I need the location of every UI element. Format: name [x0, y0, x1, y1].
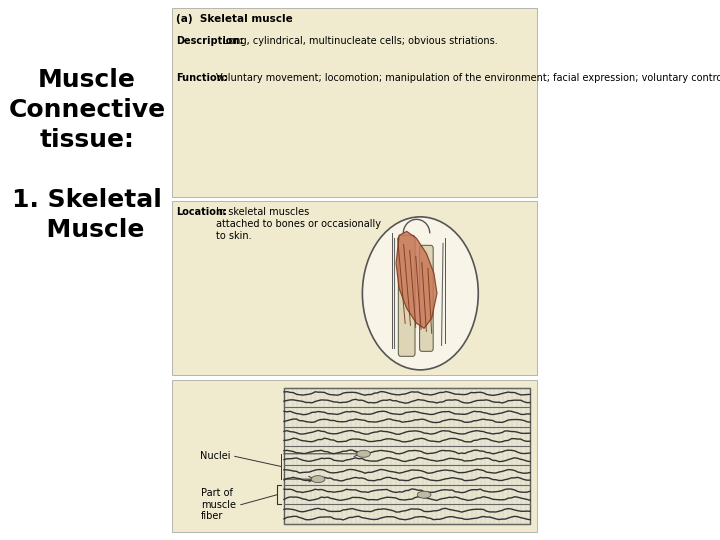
- Text: Description:: Description:: [176, 36, 243, 46]
- Polygon shape: [396, 231, 437, 328]
- FancyBboxPatch shape: [284, 388, 530, 524]
- FancyBboxPatch shape: [172, 201, 537, 375]
- Circle shape: [362, 217, 478, 370]
- Text: In skeletal muscles
attached to bones or occasionally
to skin.: In skeletal muscles attached to bones or…: [217, 207, 382, 241]
- FancyBboxPatch shape: [398, 235, 415, 356]
- Text: tissue:: tissue:: [40, 128, 135, 152]
- FancyBboxPatch shape: [172, 8, 537, 197]
- Text: Nuclei: Nuclei: [200, 451, 231, 461]
- Text: Location:: Location:: [176, 207, 228, 218]
- Text: Muscle: Muscle: [30, 218, 145, 242]
- Ellipse shape: [418, 491, 431, 498]
- Text: 1. Skeletal: 1. Skeletal: [12, 188, 162, 212]
- Text: Voluntary movement; locomotion; manipulation of the environment; facial expressi: Voluntary movement; locomotion; manipula…: [216, 73, 720, 83]
- Text: (a)  Skeletal muscle: (a) Skeletal muscle: [176, 14, 293, 24]
- FancyBboxPatch shape: [420, 245, 433, 352]
- FancyBboxPatch shape: [172, 380, 537, 532]
- Text: Part of
muscle
fiber: Part of muscle fiber: [201, 488, 235, 521]
- Text: Muscle: Muscle: [38, 68, 136, 92]
- Ellipse shape: [356, 450, 370, 457]
- Text: Long, cylindrical, multinucleate cells; obvious striations.: Long, cylindrical, multinucleate cells; …: [223, 36, 498, 46]
- Ellipse shape: [311, 476, 325, 483]
- Text: Function:: Function:: [176, 73, 228, 83]
- Text: Connective: Connective: [9, 98, 166, 122]
